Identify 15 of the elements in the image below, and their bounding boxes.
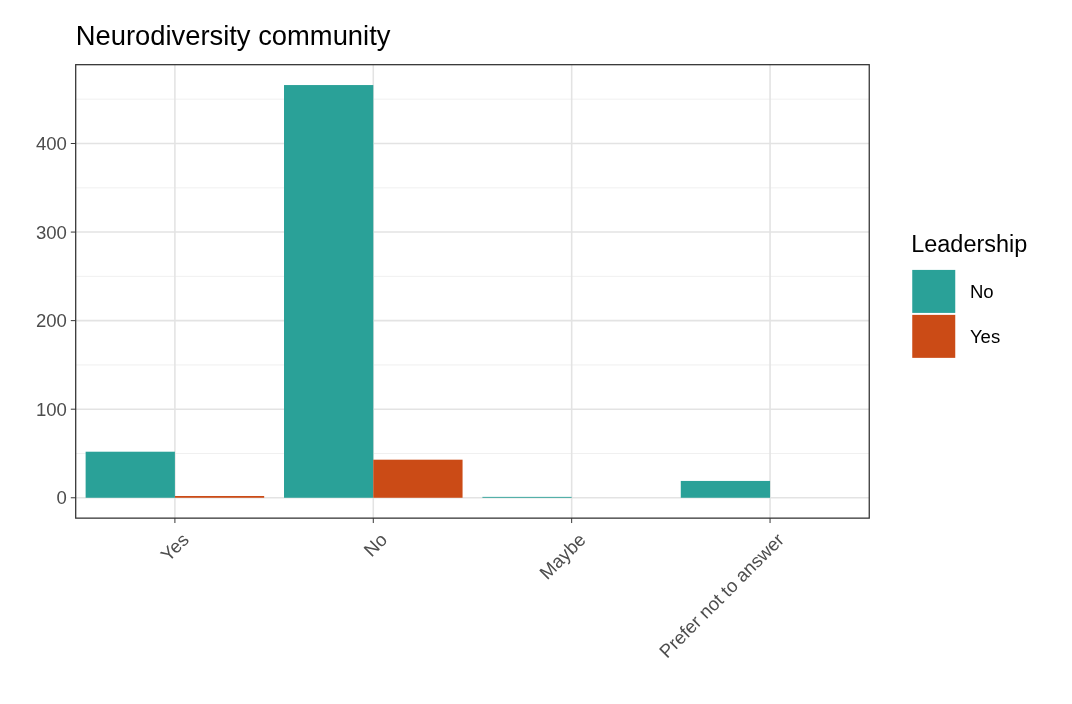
legend-title: Leadership xyxy=(911,231,1028,258)
x-tick-label: No xyxy=(359,528,392,561)
bar xyxy=(284,85,374,498)
y-tick-label: 400 xyxy=(35,133,67,154)
bar xyxy=(680,480,771,498)
legend-label: No xyxy=(969,280,994,302)
chart-title: Neurodiversity community xyxy=(75,20,391,52)
x-tick-label: Yes xyxy=(156,528,193,566)
bar xyxy=(373,459,463,498)
legend-label: Yes xyxy=(969,325,1001,347)
y-tick-label: 0 xyxy=(56,487,67,509)
y-tick-label: 200 xyxy=(35,310,67,332)
bar xyxy=(85,451,175,498)
y-tick-label: 100 xyxy=(35,398,67,420)
y-tick-label: 300 xyxy=(35,221,67,243)
